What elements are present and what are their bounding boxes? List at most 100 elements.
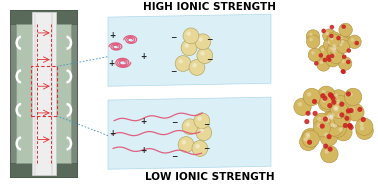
Bar — [10, 10, 77, 177]
Circle shape — [335, 124, 352, 141]
Circle shape — [334, 46, 338, 49]
Circle shape — [347, 48, 351, 53]
Circle shape — [323, 117, 328, 122]
Polygon shape — [108, 14, 271, 86]
Circle shape — [329, 57, 333, 60]
Circle shape — [341, 70, 346, 74]
Circle shape — [324, 133, 328, 137]
Circle shape — [329, 102, 346, 120]
Circle shape — [338, 37, 351, 50]
Circle shape — [323, 29, 336, 42]
Circle shape — [347, 123, 352, 129]
Circle shape — [348, 92, 353, 96]
Circle shape — [330, 116, 334, 120]
Circle shape — [183, 28, 199, 44]
Text: −: − — [204, 120, 210, 129]
Circle shape — [347, 123, 353, 128]
Circle shape — [189, 60, 205, 75]
Circle shape — [320, 129, 338, 146]
Circle shape — [304, 119, 310, 124]
Circle shape — [341, 24, 346, 29]
Text: +: + — [109, 31, 115, 40]
Circle shape — [322, 111, 339, 129]
Circle shape — [294, 98, 311, 115]
Circle shape — [333, 124, 337, 128]
Circle shape — [319, 53, 323, 58]
Circle shape — [321, 48, 324, 51]
Circle shape — [361, 117, 366, 122]
Bar — [10, 163, 77, 177]
Circle shape — [196, 125, 212, 141]
Circle shape — [360, 126, 364, 130]
Circle shape — [306, 134, 310, 138]
Circle shape — [179, 59, 183, 63]
Circle shape — [327, 43, 341, 57]
Circle shape — [323, 96, 327, 100]
Circle shape — [192, 63, 197, 68]
Circle shape — [309, 33, 313, 36]
Circle shape — [330, 35, 334, 38]
Circle shape — [339, 43, 342, 46]
Circle shape — [197, 48, 213, 63]
Circle shape — [333, 106, 337, 110]
Circle shape — [329, 34, 334, 38]
Circle shape — [318, 113, 336, 130]
Circle shape — [317, 58, 330, 71]
Circle shape — [336, 100, 340, 104]
Circle shape — [330, 113, 335, 117]
Circle shape — [351, 38, 354, 41]
Circle shape — [330, 46, 344, 59]
Circle shape — [304, 137, 308, 142]
Circle shape — [327, 34, 341, 47]
Circle shape — [326, 109, 344, 127]
Circle shape — [329, 115, 333, 119]
Circle shape — [344, 88, 362, 106]
Circle shape — [355, 41, 359, 45]
Text: +: + — [141, 52, 147, 61]
Circle shape — [330, 96, 336, 101]
Text: −: − — [170, 33, 177, 42]
Circle shape — [318, 86, 335, 103]
Circle shape — [329, 93, 334, 98]
Circle shape — [330, 25, 334, 29]
Circle shape — [328, 46, 342, 60]
Bar — [10, 10, 77, 24]
Circle shape — [327, 103, 332, 108]
Circle shape — [336, 36, 341, 40]
Circle shape — [356, 118, 373, 135]
Text: HIGH IONIC STRENGTH: HIGH IONIC STRENGTH — [143, 2, 276, 12]
Circle shape — [181, 140, 186, 144]
Circle shape — [187, 31, 191, 36]
Circle shape — [334, 94, 338, 98]
Circle shape — [194, 113, 210, 129]
Text: LOW IONIC STRENGTH: LOW IONIC STRENGTH — [145, 172, 274, 182]
Circle shape — [307, 35, 320, 48]
Circle shape — [333, 49, 337, 52]
Circle shape — [327, 58, 332, 62]
Circle shape — [312, 99, 317, 104]
Circle shape — [339, 23, 352, 37]
Circle shape — [344, 116, 350, 121]
Circle shape — [318, 45, 332, 58]
Circle shape — [332, 96, 349, 113]
Circle shape — [305, 111, 311, 116]
Circle shape — [340, 36, 343, 39]
Circle shape — [311, 51, 314, 55]
Circle shape — [317, 117, 321, 121]
Circle shape — [326, 53, 339, 67]
Circle shape — [192, 141, 208, 156]
Circle shape — [351, 107, 355, 112]
Circle shape — [195, 144, 200, 148]
Circle shape — [323, 110, 340, 128]
Circle shape — [182, 119, 198, 135]
Circle shape — [346, 108, 351, 113]
Circle shape — [197, 116, 202, 121]
Circle shape — [322, 98, 326, 102]
Circle shape — [338, 113, 342, 118]
Circle shape — [330, 37, 334, 40]
Text: +: + — [108, 59, 114, 68]
Circle shape — [329, 50, 343, 64]
Circle shape — [343, 123, 348, 128]
Circle shape — [200, 51, 205, 56]
Circle shape — [321, 145, 338, 163]
